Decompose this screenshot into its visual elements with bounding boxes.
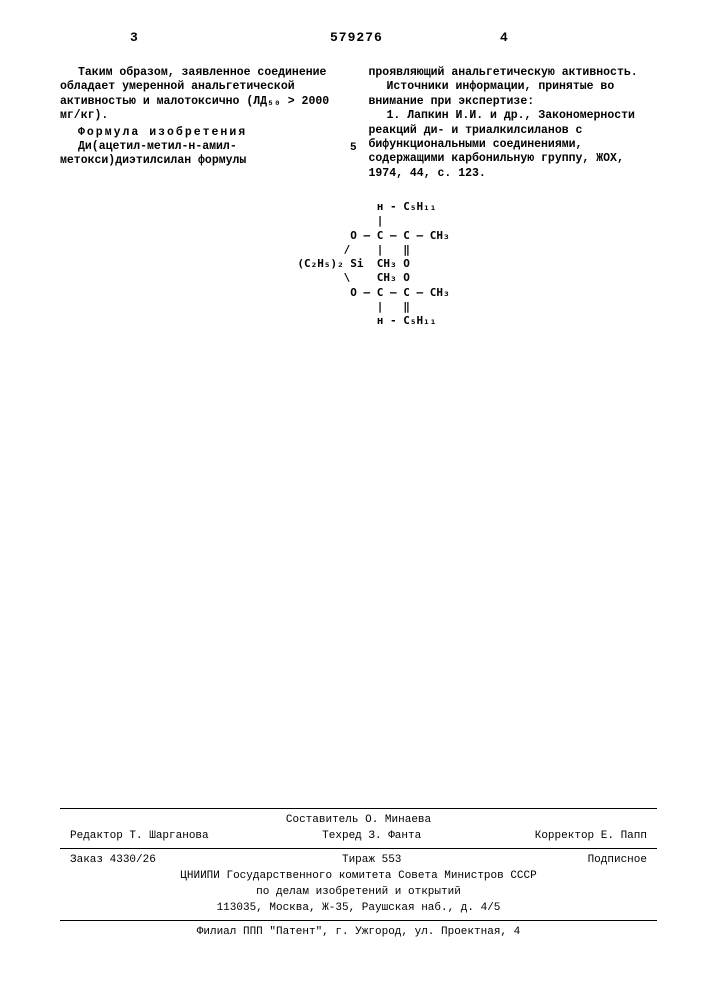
address-line: 113035, Москва, Ж-35, Раушская наб., д. … xyxy=(60,900,657,916)
org-line-2: по делам изобретений и открытий xyxy=(60,884,657,900)
page-num-left: 3 xyxy=(130,30,138,45)
right-column: проявляющий анальгетическую активность. … xyxy=(369,66,658,181)
line-marker-5: 5 xyxy=(350,142,357,154)
text-columns: Таким образом, заявленное соединение обл… xyxy=(60,66,657,181)
sostavitel-line: Составитель О. Минаева xyxy=(60,812,657,828)
divider xyxy=(60,848,657,849)
patent-number: 579276 xyxy=(330,30,383,45)
divider xyxy=(60,920,657,921)
patent-page: 3 579276 4 Таким образом, заявленное сое… xyxy=(0,0,707,1000)
right-para-1: проявляющий анальгетическую активность. xyxy=(369,66,658,80)
podpisnoe: Подписное xyxy=(588,853,647,867)
org-line-1: ЦНИИПИ Государственного комитета Совета … xyxy=(60,868,657,884)
filial-line: Филиал ППП "Патент", г. Ужгород, ул. Про… xyxy=(60,924,657,940)
imprint-block: Составитель О. Минаева Редактор Т. Шарга… xyxy=(60,805,657,940)
sostavitel-label: Составитель xyxy=(286,814,359,826)
chemical-formula: н - C₅H₁₁ | O — C — C — CH₃ / | ‖ (C₂H₅)… xyxy=(60,189,657,340)
left-para-2: Ди(ацетил-метил-н-амил-метокси)диэтилсил… xyxy=(60,140,349,169)
zakaz: Заказ 4330/26 xyxy=(70,853,156,867)
editor: Редактор Т. Шарганова xyxy=(70,829,209,843)
left-column: Таким образом, заявленное соединение обл… xyxy=(60,66,349,181)
formula-heading: Формула изобретения xyxy=(60,126,349,140)
formula-structure: н - C₅H₁₁ | O — C — C — CH₃ / | ‖ (C₂H₅)… xyxy=(297,200,449,329)
sostavitel-name: О. Минаева xyxy=(365,814,431,826)
header-row: 3 579276 4 xyxy=(60,30,657,54)
left-para-1: Таким образом, заявленное соединение обл… xyxy=(60,66,349,124)
right-para-2: Источники информации, принятые во вниман… xyxy=(369,80,658,109)
right-para-3: 1. Лапкин И.И. и др., Закономерности реа… xyxy=(369,109,658,181)
corrector: Корректор Е. Папп xyxy=(535,829,647,843)
print-line: Заказ 4330/26 Тираж 553 Подписное xyxy=(60,852,657,868)
tehred: Техред З. Фанта xyxy=(322,829,421,843)
divider xyxy=(60,808,657,809)
staff-line: Редактор Т. Шарганова Техред З. Фанта Ко… xyxy=(60,828,657,844)
tirazh: Тираж 553 xyxy=(342,853,401,867)
page-num-right: 4 xyxy=(500,30,508,45)
